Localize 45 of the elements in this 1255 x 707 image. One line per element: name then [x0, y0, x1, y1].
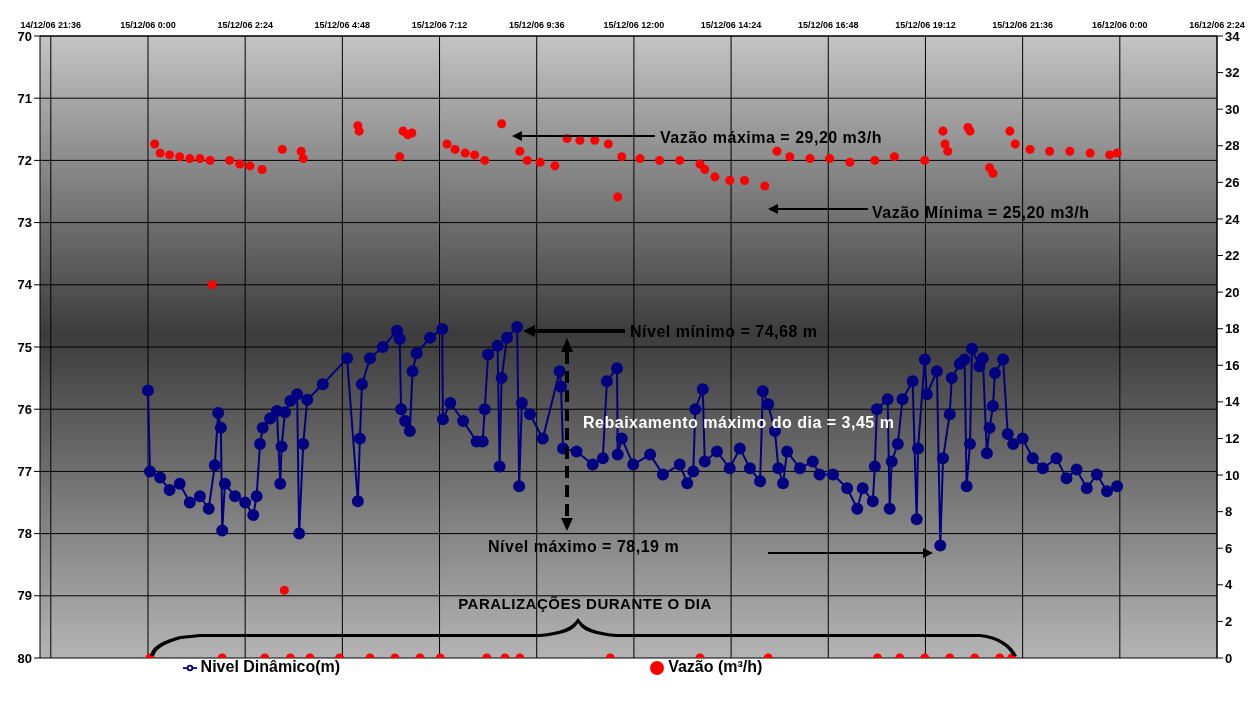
x-tick-label: 15/12/06 4:48: [314, 20, 371, 30]
y2-tick-label: 10: [1225, 467, 1240, 483]
y2-tick-label: 0: [1225, 650, 1233, 666]
y-tick-label: 75: [17, 339, 32, 355]
x-tick-label: 15/12/06 0:00: [120, 20, 176, 30]
y2-tick-label: 26: [1225, 174, 1240, 190]
y-tick-label: 79: [17, 588, 32, 604]
y-tick-label: 71: [17, 90, 32, 106]
y2-tick-label: 34: [1225, 28, 1241, 44]
y-tick-label: 80: [17, 650, 32, 666]
y2-tick-label: 28: [1225, 138, 1240, 154]
y2-tick-label: 22: [1225, 248, 1240, 264]
x-tick-label: 15/12/06 19:12: [895, 20, 956, 30]
y2-tick-label: 20: [1225, 284, 1240, 300]
x-tick-label: 16/12/06 0:00: [1092, 20, 1148, 30]
x-tick-label: 15/12/06 14:24: [700, 20, 762, 30]
y2-tick-label: 8: [1225, 504, 1233, 520]
y2-tick-label: 16: [1225, 357, 1240, 373]
y2-tick-label: 2: [1225, 614, 1233, 630]
x-tick-label: 15/12/06 12:00: [603, 20, 665, 30]
y2-tick-label: 30: [1225, 101, 1240, 117]
x-tick-label: 16/12/06 2:24: [1189, 20, 1245, 30]
x-tick-label: 15/12/06 9:36: [508, 20, 565, 30]
y2-tick-label: 32: [1225, 65, 1240, 81]
x-tick-label: 15/12/06 21:36: [992, 20, 1053, 30]
y-tick-label: 76: [17, 401, 32, 417]
y-tick-label: 77: [17, 464, 32, 480]
y2-tick-label: 18: [1225, 321, 1240, 337]
legend-label: Vazão (m³/h): [668, 658, 763, 675]
x-tick-label: 15/12/06 7:12: [411, 20, 468, 30]
x-tick-label: 15/12/06 16:48: [797, 20, 859, 30]
y-tick-label: 70: [17, 28, 32, 44]
y-tick-label: 74: [17, 277, 33, 293]
annotation: Nível mínimo = 74,68 m: [630, 323, 818, 340]
x-tick-label: 15/12/06 2:24: [217, 20, 273, 30]
y2-tick-label: 6: [1225, 540, 1233, 556]
y2-tick-label: 24: [1225, 211, 1241, 227]
y-tick-label: 78: [17, 526, 32, 542]
y-tick-label: 72: [17, 153, 32, 169]
y-tick-label: 73: [17, 215, 32, 231]
legend-label: Nivel Dinâmico(m): [200, 658, 341, 675]
y2-tick-label: 14: [1225, 394, 1241, 410]
y2-tick-label: 12: [1225, 431, 1240, 447]
x-tick-label: 14/12/06 21:36: [20, 20, 82, 30]
y2-tick-label: 4: [1225, 577, 1233, 593]
